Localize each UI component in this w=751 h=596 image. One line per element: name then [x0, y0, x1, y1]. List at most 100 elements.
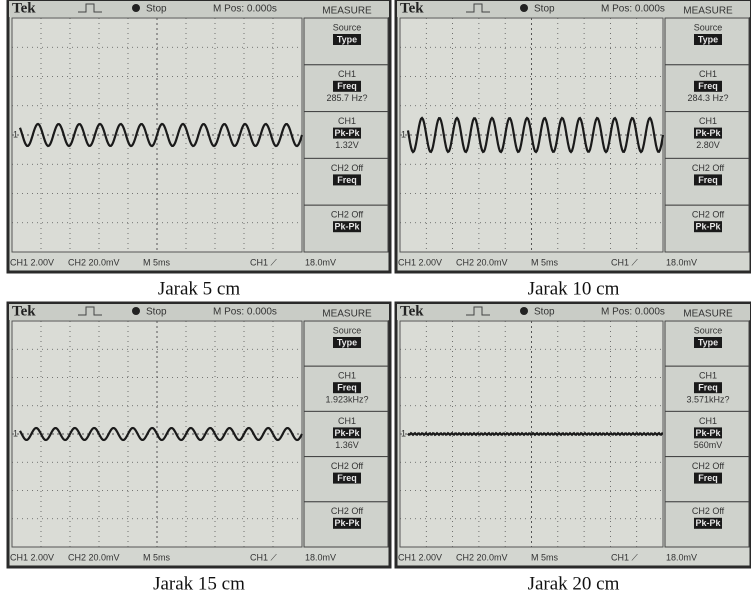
menu-badge: Pk-Pk [334, 428, 360, 438]
position: M Pos: 0.000s [601, 307, 665, 318]
menu-reading: 285.7 Hz? [326, 93, 367, 103]
menu-badge-bg [694, 34, 722, 45]
menu-badge: Type [698, 337, 718, 347]
menu-badge: Pk-Pk [695, 428, 721, 438]
footer-item: M 5ms [531, 257, 559, 267]
menu-badge: Freq [337, 175, 357, 185]
footer-item: CH1 2.00V [10, 552, 54, 562]
menu-title: MEASURE [322, 6, 372, 17]
menu-badge-bg [694, 221, 722, 233]
footer-item: CH2 20.0mV [456, 257, 508, 267]
menu-label: CH2 Off [692, 506, 725, 516]
caption: Jarak 10 cm [528, 278, 620, 299]
scope-panel: Tek Stop M Pos: 0.000s MEASURE 1 Source Type CH… [394, 0, 751, 299]
menu-badge-bg [694, 337, 722, 348]
footer-item: 18.0mV [666, 257, 697, 267]
status: Stop [534, 4, 555, 15]
waveform [19, 426, 303, 442]
header-bar [9, 1, 389, 17]
footer-item: CH1 ⟋ [250, 257, 278, 267]
menu-label: CH1 [338, 69, 356, 79]
menu-reading: 284.3 Hz? [687, 93, 728, 103]
trigger-icon [466, 306, 490, 316]
menu-badge: Pk-Pk [695, 222, 721, 232]
menu-label: Source [694, 22, 723, 32]
status: Stop [146, 307, 167, 318]
status-dot [132, 307, 140, 315]
menu-badge-bg [333, 174, 361, 186]
menu-badge: Freq [337, 383, 357, 393]
menu-label: CH1 [338, 371, 356, 381]
menu-label: CH2 Off [692, 461, 725, 471]
menu-badge-bg [694, 382, 722, 394]
status-dot [520, 307, 528, 315]
position: M Pos: 0.000s [601, 4, 665, 15]
footer-item: CH1 2.00V [398, 257, 442, 267]
scope-panel: Tek Stop M Pos: 0.000s MEASURE 1 Source Type CH… [394, 301, 751, 594]
channel-marker: 1 [401, 129, 406, 139]
waveform [18, 122, 304, 148]
scope-panel: Tek Stop M Pos: 0.000s MEASURE 1 Source Type CH… [6, 301, 392, 594]
footer-item: CH1 ⟋ [611, 552, 639, 562]
brand: Tek [400, 0, 424, 16]
menu-badge: Pk-Pk [695, 128, 721, 138]
footer-item: CH1 ⟋ [611, 257, 639, 267]
brand: Tek [12, 303, 36, 319]
menu-label: CH2 Off [692, 163, 725, 173]
footer-item: CH1 ⟋ [250, 552, 278, 562]
footer-item: M 5ms [531, 552, 559, 562]
footer-item: 18.0mV [666, 552, 697, 562]
menu-label: Source [333, 325, 362, 335]
footer-item: CH2 20.0mV [456, 552, 508, 562]
menu-label: CH1 [338, 116, 356, 126]
channel-marker: 1 [13, 129, 18, 139]
trigger-icon [466, 3, 490, 13]
menu-badge: Pk-Pk [695, 518, 721, 528]
menu-reading: 1.32V [335, 140, 359, 150]
position: M Pos: 0.000s [213, 4, 277, 15]
menu-badge: Freq [337, 473, 357, 483]
menu-badge-bg [694, 174, 722, 186]
caption: Jarak 5 cm [158, 278, 241, 299]
menu-reading: 2.80V [696, 140, 720, 150]
menu-label: CH2 Off [331, 461, 364, 471]
position: M Pos: 0.000s [213, 307, 277, 318]
footer-item: CH1 2.00V [398, 552, 442, 562]
waveform [407, 431, 663, 437]
menu-badge: Freq [698, 383, 718, 393]
menu-title: MEASURE [683, 6, 733, 17]
brand: Tek [12, 0, 36, 16]
menu-badge: Freq [698, 473, 718, 483]
menu-label: CH2 Off [331, 210, 364, 220]
menu-label: CH2 Off [331, 506, 364, 516]
brand: Tek [400, 303, 424, 319]
menu-badge: Pk-Pk [334, 222, 360, 232]
menu-badge: Pk-Pk [334, 128, 360, 138]
menu-badge: Type [337, 337, 357, 347]
menu-badge: Type [337, 34, 357, 44]
menu-label: CH1 [699, 416, 717, 426]
menu-title: MEASURE [683, 309, 733, 320]
menu-badge-bg [333, 80, 361, 92]
menu-badge-bg [333, 34, 361, 45]
menu-badge-bg [333, 337, 361, 348]
menu-badge-bg [694, 127, 722, 139]
menu-label: CH1 [699, 371, 717, 381]
menu-reading: 3.571kHz? [686, 395, 729, 405]
status-dot [520, 4, 528, 12]
footer-item: CH2 20.0mV [68, 552, 120, 562]
waveform [406, 116, 665, 154]
menu-badge: Freq [698, 81, 718, 91]
scope-panel: Tek Stop M Pos: 0.000s MEASURE 1 Source Type CH… [6, 0, 392, 299]
menu-badge-bg [694, 427, 722, 439]
menu-label: CH1 [699, 116, 717, 126]
menu-badge-bg [333, 517, 361, 529]
footer-item: 18.0mV [305, 257, 336, 267]
menu-badge-bg [333, 472, 361, 484]
menu-label: CH2 Off [331, 163, 364, 173]
footer-item: CH2 20.0mV [68, 257, 120, 267]
status: Stop [534, 307, 555, 318]
menu-reading: 1.923kHz? [325, 395, 368, 405]
menu-badge-bg [694, 517, 722, 529]
